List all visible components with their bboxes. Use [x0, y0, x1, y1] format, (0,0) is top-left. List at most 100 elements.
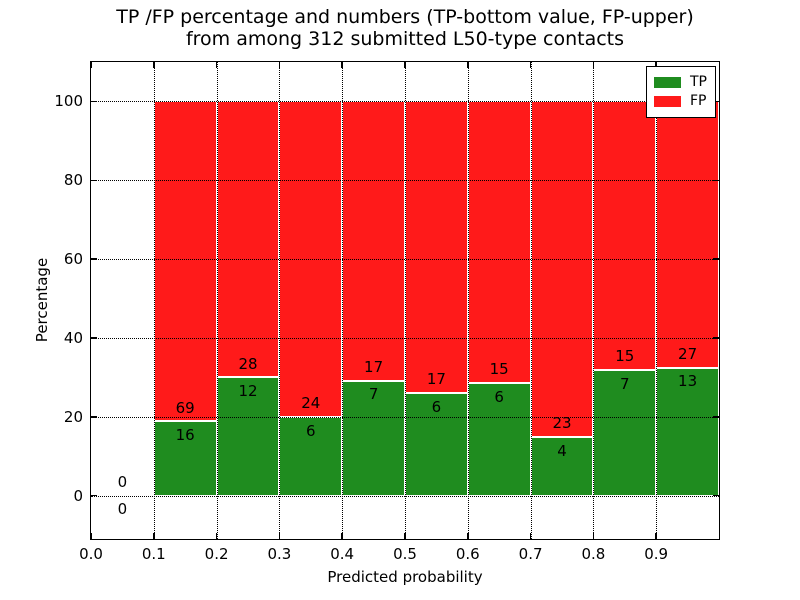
x-axis-title: Predicted probability: [327, 568, 483, 586]
chart-title-line1: TP /FP percentage and numbers (TP-bottom…: [116, 6, 694, 28]
bar-segment-tp: [216, 377, 280, 496]
fp-count-label: 28: [238, 354, 258, 373]
fp-count-label: 69: [175, 398, 195, 417]
bar-segment-fp: [593, 101, 657, 371]
bar-segment-fp: [656, 101, 719, 368]
y-tickmark: [91, 258, 97, 260]
x-tick-label: 0.7: [518, 545, 543, 563]
bar-segment-fp: [279, 101, 343, 417]
fp-count-label: 15: [489, 360, 509, 379]
x-tickmark: [655, 62, 657, 68]
y-tickmark: [91, 179, 97, 181]
x-tickmark: [592, 62, 595, 68]
v-gridline: [530, 62, 532, 539]
y-tick-label: 100: [54, 92, 83, 111]
legend-entry-fp: FP: [654, 93, 715, 110]
x-tickmark: [341, 533, 343, 539]
fp-count-label: 15: [615, 347, 635, 366]
v-gridline: [467, 62, 469, 539]
y-tickmark: [91, 416, 97, 418]
x-tick-label: 0.6: [455, 545, 480, 563]
chart-title-line2: from among 312 submitted L50-type contac…: [185, 28, 625, 50]
x-tickmark: [215, 533, 218, 539]
x-tick-label: 0.0: [79, 545, 103, 563]
tp-count-label: 6: [494, 387, 504, 406]
y-tick-label: 20: [63, 407, 83, 426]
fp-count-label: 17: [364, 357, 384, 376]
tp-count-label: 13: [678, 372, 698, 391]
chart-title: TP /FP percentage and numbers (TP-bottom…: [91, 6, 719, 50]
x-tickmark: [90, 533, 92, 539]
tp-count-label: 12: [238, 382, 258, 401]
fp-count-label: 17: [426, 370, 446, 388]
bar-segment-fp: [467, 101, 531, 383]
v-gridline: [593, 62, 595, 539]
x-tick-label: 0.8: [581, 545, 606, 563]
x-tickmark: [341, 62, 343, 68]
x-tickmark: [529, 62, 532, 68]
x-tick-label: 0.9: [644, 545, 669, 563]
x-tickmark: [404, 533, 406, 539]
y-tickmark: [91, 100, 97, 103]
x-tick-label: 0.4: [330, 545, 355, 563]
v-gridline: [342, 62, 344, 539]
v-gridline: [216, 62, 218, 539]
tp-count-label: 16: [175, 426, 195, 445]
v-gridline: [405, 62, 406, 539]
bar-segment-fp: [405, 101, 468, 393]
fp-count-label: 0: [117, 472, 128, 491]
fp-count-label: 23: [552, 414, 572, 433]
bar-segment-fp: [342, 101, 405, 381]
bar-segment-fp: [216, 101, 280, 378]
y-tickmark: [91, 494, 97, 497]
bar-segment-fp: [530, 101, 594, 438]
y-tickmark: [713, 100, 719, 103]
y-tick-label: 60: [63, 250, 83, 269]
tp-count-label: 0: [117, 500, 128, 519]
fp-swatch-icon: [654, 96, 681, 107]
x-tickmark: [467, 533, 469, 539]
fp-count-label: 27: [678, 344, 698, 363]
bar-segment-tp: [153, 421, 217, 496]
v-gridline: [153, 62, 155, 539]
x-tickmark: [215, 62, 218, 68]
x-tickmark: [404, 62, 406, 68]
y-tickmark: [713, 494, 719, 497]
tp-count-label: 6: [306, 421, 316, 440]
x-tickmark: [529, 533, 532, 539]
x-tick-label: 0.1: [141, 545, 166, 563]
x-tick-label: 0.3: [267, 545, 292, 563]
x-tickmark: [153, 62, 155, 68]
y-tickmark: [713, 337, 719, 339]
legend-label-fp: FP: [690, 93, 707, 109]
bar-segment-tp: [656, 367, 719, 496]
y-tickmark: [91, 337, 97, 339]
y-tickmark: [713, 416, 719, 418]
bar-segment-tp: [593, 370, 657, 496]
tp-count-label: 4: [557, 442, 567, 461]
y-tickmark: [713, 258, 719, 260]
tp-count-label: 6: [431, 397, 442, 416]
y-tickmark: [713, 179, 719, 181]
tp-count-label: 7: [368, 385, 379, 404]
y-tick-label: 0: [73, 486, 83, 505]
y-tick-label: 40: [63, 328, 83, 347]
tp-swatch-icon: [654, 77, 681, 88]
bar-segment-tp: [467, 383, 531, 496]
x-tickmark: [278, 62, 281, 68]
legend: TP FP: [646, 66, 716, 118]
v-gridline: [279, 62, 281, 539]
x-tick-label: 0.5: [393, 545, 417, 563]
x-tickmark: [655, 533, 657, 539]
legend-entry-tp: TP: [654, 74, 715, 91]
y-tick-label: 80: [63, 171, 83, 190]
legend-label-tp: TP: [690, 74, 707, 90]
x-tick-label: 0.2: [204, 545, 229, 563]
fp-count-label: 24: [301, 393, 321, 412]
x-tickmark: [278, 533, 281, 539]
x-tickmark: [90, 62, 92, 68]
bar-segment-fp: [153, 101, 217, 422]
v-gridline: [656, 62, 658, 539]
plot-area: 0 0 69 16 28 12 24 6 17 7 17 6 15 6 23 4 15 7 27 13: [90, 61, 720, 540]
